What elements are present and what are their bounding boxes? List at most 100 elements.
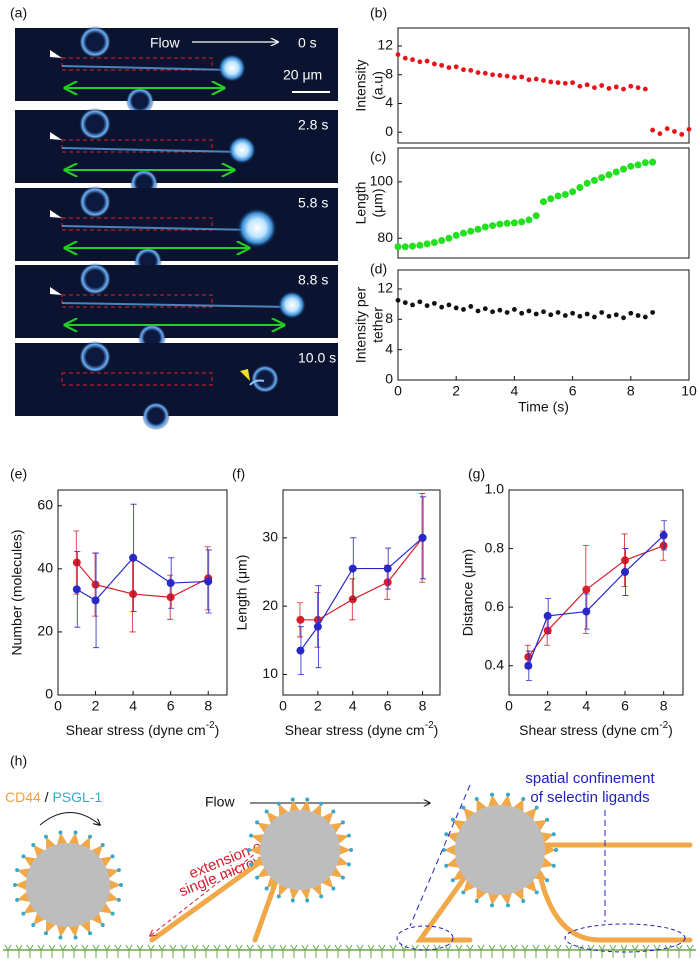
ligand — [349, 848, 353, 852]
point — [583, 179, 591, 187]
point — [562, 313, 568, 318]
frame — [15, 188, 338, 261]
receptor — [411, 944, 419, 958]
tether — [61, 65, 233, 71]
ligand — [305, 797, 310, 802]
frame — [15, 343, 338, 416]
point — [490, 72, 495, 78]
psgl-label: PSGL-1 — [52, 789, 102, 805]
point — [453, 64, 459, 70]
ligand — [490, 792, 495, 797]
y-tick-label: 100 — [370, 173, 394, 189]
microvillus — [322, 876, 334, 889]
ligand — [551, 863, 556, 868]
x-tick-label: 8 — [419, 698, 427, 714]
x-tick-label: 0 — [505, 698, 513, 714]
point — [543, 611, 552, 620]
microvillus — [452, 869, 466, 881]
separator: / — [41, 789, 53, 805]
y-tick-label: 4 — [385, 94, 393, 110]
y-tick-label: 0 — [385, 371, 393, 387]
point — [613, 312, 619, 318]
y-tick-label: 30 — [262, 529, 278, 545]
arrowhead — [50, 50, 62, 58]
ligand — [13, 883, 17, 887]
point — [410, 302, 415, 308]
receptor — [400, 944, 408, 958]
point — [543, 626, 552, 635]
x-tick-label: 6 — [384, 698, 392, 714]
microvillus — [476, 799, 487, 812]
receptor — [213, 944, 221, 958]
point — [628, 83, 634, 89]
point — [418, 533, 427, 542]
roi — [61, 139, 213, 153]
point — [91, 580, 100, 589]
receptor — [532, 944, 540, 958]
ligand — [73, 935, 78, 940]
receptor — [543, 944, 551, 958]
confinement-label: of selectin ligands — [530, 789, 649, 806]
ligand — [73, 830, 78, 835]
microvillus — [544, 844, 556, 856]
point — [642, 314, 648, 320]
point — [416, 241, 424, 249]
tethered-cell — [228, 136, 256, 164]
point — [461, 307, 466, 312]
flow-label: Flow — [150, 35, 180, 51]
point — [402, 55, 408, 61]
panel-label: (c) — [370, 149, 386, 165]
x-axis-label: Time (s) — [518, 399, 569, 415]
point — [555, 310, 561, 315]
x-tick-label: 2 — [92, 698, 100, 714]
point — [641, 159, 649, 167]
point — [424, 58, 430, 64]
point — [383, 578, 392, 587]
microvillus — [45, 920, 56, 934]
panel-label: (a) — [10, 5, 27, 21]
plot-frame — [397, 147, 690, 259]
point — [348, 564, 357, 573]
ligand — [319, 894, 324, 899]
point — [627, 162, 635, 170]
ligand — [346, 833, 351, 838]
receptor — [26, 944, 34, 958]
point — [497, 307, 503, 313]
ligand — [31, 842, 36, 847]
microvillus — [330, 822, 343, 833]
plot-frame — [397, 269, 690, 381]
series-line — [76, 562, 209, 598]
microvillus — [68, 925, 79, 938]
x-tick-label: 4 — [129, 698, 137, 714]
x-tick-label: 8 — [204, 698, 212, 714]
receptor — [290, 944, 298, 958]
microvillus — [488, 893, 499, 906]
point — [599, 83, 605, 88]
microvillus — [446, 832, 459, 843]
ligand — [88, 834, 93, 839]
receptor — [422, 944, 430, 958]
point — [554, 192, 562, 200]
receptor — [378, 944, 386, 958]
cell — [79, 341, 111, 373]
x-tick-label: 0 — [394, 383, 402, 399]
confinement-label: spatial confinement — [525, 770, 655, 787]
point — [401, 243, 409, 251]
point — [395, 52, 401, 57]
receptor — [180, 944, 188, 958]
point — [606, 85, 612, 91]
ligand — [21, 854, 26, 859]
y-axis-label: Intensity per — [353, 287, 369, 364]
microvillus — [330, 867, 343, 878]
receptor — [147, 944, 155, 958]
tethered-cell — [278, 291, 306, 319]
point — [439, 304, 445, 310]
receptor — [389, 944, 397, 958]
microvillus — [80, 920, 91, 934]
receptor — [92, 944, 100, 958]
y-tick-label: 0 — [385, 123, 393, 139]
ligand — [521, 898, 526, 903]
point — [621, 315, 626, 321]
point — [439, 62, 445, 68]
panel-label: (h) — [10, 753, 27, 769]
